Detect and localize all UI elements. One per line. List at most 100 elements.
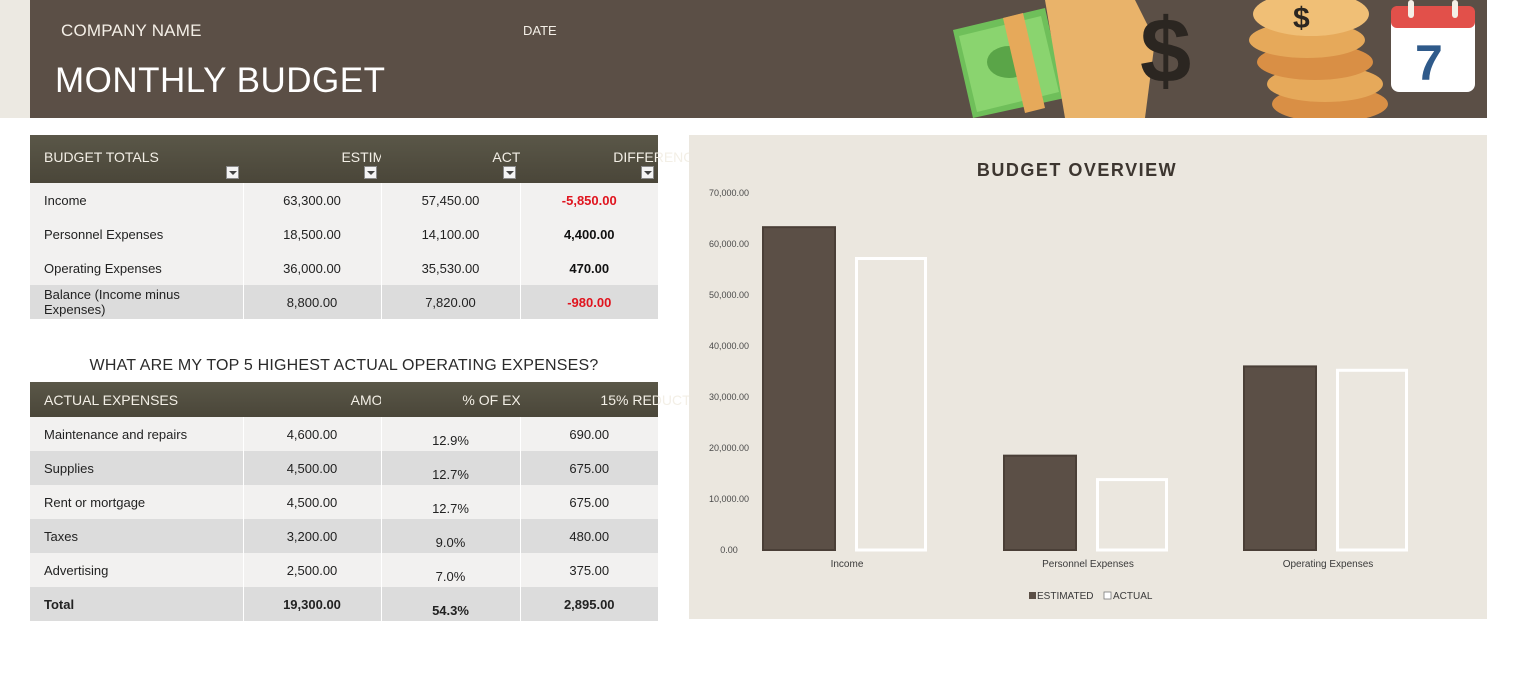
actual-cell[interactable]: 14,100.00 — [381, 217, 521, 251]
cash-bundle-icon — [953, 8, 1065, 118]
col-header-percent-of-expenses[interactable]: % OF EXPENSES — [381, 382, 578, 417]
y-tick-label: 70,000.00 — [709, 188, 749, 198]
difference-cell[interactable]: -5,850.00 — [520, 183, 658, 217]
row-label[interactable]: Balance (Income minus Expenses) — [30, 285, 244, 319]
bar-actual — [855, 257, 927, 552]
reduction-cell[interactable]: 690.00 — [520, 417, 658, 451]
table-row: Maintenance and repairs 4,600.00 12.9% 6… — [30, 417, 658, 451]
difference-cell[interactable]: -980.00 — [520, 285, 658, 319]
y-tick-label: 40,000.00 — [709, 341, 749, 351]
estimated-cell[interactable]: 18,500.00 — [243, 217, 382, 251]
table-row: Taxes 3,200.00 9.0% 480.00 — [30, 519, 658, 553]
difference-cell[interactable]: 470.00 — [520, 251, 658, 285]
header-illustration: $ $ 7 — [953, 0, 1475, 118]
legend-swatch-estimated — [1029, 592, 1036, 599]
top-expenses-question[interactable]: WHAT ARE MY TOP 5 HIGHEST ACTUAL OPERATI… — [89, 357, 599, 374]
col-header-estimated[interactable]: ESTIMATED — [243, 135, 421, 183]
legend-label-actual: ACTUAL — [1113, 591, 1153, 602]
percent-cell[interactable]: 12.9% — [381, 417, 521, 451]
coin-dollar-icon: $ — [1293, 2, 1310, 35]
x-category-label: Personnel Expenses — [1042, 559, 1134, 570]
actual-cell[interactable]: 7,820.00 — [381, 285, 521, 319]
hand-shape — [1045, 0, 1155, 118]
amount-cell[interactable]: 4,500.00 — [243, 485, 382, 519]
percent-cell[interactable]: 12.7% — [381, 451, 521, 485]
total-amount-cell[interactable]: 19,300.00 — [243, 587, 382, 621]
total-reduction-cell[interactable]: 2,895.00 — [520, 587, 658, 621]
chart-canvas: BUDGET OVERVIEW 0.00 10,000.00 20,000.00 30… — [709, 160, 1408, 602]
row-label[interactable]: Operating Expenses — [30, 251, 244, 285]
percent-cell[interactable]: 7.0% — [381, 553, 521, 587]
y-tick-label: 60,000.00 — [709, 239, 749, 249]
bar-estimated — [1003, 454, 1077, 551]
expense-label[interactable]: Advertising — [30, 553, 244, 587]
filter-dropdown-button[interactable] — [364, 166, 377, 179]
percent-cell[interactable]: 9.0% — [381, 519, 521, 553]
y-tick-label: 0.00 — [720, 545, 738, 555]
reduction-cell[interactable]: 480.00 — [520, 519, 658, 553]
filter-dropdown-button[interactable] — [641, 166, 654, 179]
y-tick-label: 10,000.00 — [709, 494, 749, 504]
estimated-cell[interactable]: 36,000.00 — [243, 251, 382, 285]
expense-label[interactable]: Taxes — [30, 519, 244, 553]
x-category-label: Operating Expenses — [1283, 559, 1374, 570]
percent-cell[interactable]: 12.7% — [381, 485, 521, 519]
amount-cell[interactable]: 4,600.00 — [243, 417, 382, 451]
x-category-label: Income — [831, 559, 864, 570]
row-label[interactable]: Income — [30, 183, 244, 217]
col-header-actual[interactable]: ACTUAL — [381, 135, 548, 183]
actual-cell[interactable]: 35,530.00 — [381, 251, 521, 285]
y-tick-label: 30,000.00 — [709, 392, 749, 402]
bar-actual — [1096, 478, 1168, 552]
total-row: Total 19,300.00 54.3% 2,895.00 — [30, 587, 658, 621]
table-row: Personnel Expenses 18,500.00 14,100.00 4… — [30, 217, 658, 251]
calendar-day: 7 — [1415, 35, 1443, 91]
amount-cell[interactable]: 2,500.00 — [243, 553, 382, 587]
calendar-icon: 7 — [1391, 0, 1475, 92]
company-name[interactable]: COMPANY NAME — [61, 21, 202, 40]
table-row: Advertising 2,500.00 7.0% 375.00 — [30, 553, 658, 587]
col-header-amount[interactable]: AMOUNT — [243, 382, 411, 417]
budget-totals-table: BUDGET TOTALS ESTIMATED ACTUAL DIFFERENC… — [30, 135, 703, 319]
dollar-sign-icon: $ — [1140, 0, 1191, 102]
y-tick-label: 50,000.00 — [709, 290, 749, 300]
table-row: Supplies 4,500.00 12.7% 675.00 — [30, 451, 658, 485]
legend-label-estimated: ESTIMATED — [1037, 591, 1093, 602]
legend-swatch-actual — [1103, 591, 1112, 600]
budget-overview-chart[interactable]: BUDGET OVERVIEW 0.00 10,000.00 20,000.00 30… — [689, 135, 1487, 619]
left-strip — [0, 0, 30, 118]
filter-dropdown-button[interactable] — [503, 166, 516, 179]
expense-label[interactable]: Maintenance and repairs — [30, 417, 244, 451]
total-label[interactable]: Total — [30, 587, 244, 621]
filter-dropdown-button[interactable] — [226, 166, 239, 179]
bar-estimated — [1243, 365, 1317, 551]
table-row: Rent or mortgage 4,500.00 12.7% 675.00 — [30, 485, 658, 519]
top-expenses-table: ACTUAL EXPENSES AMOUNT % OF EXPENSES 15%… — [30, 382, 716, 621]
col-header-15-percent-reduction[interactable]: 15% REDUCTION — [520, 382, 716, 417]
table-row: Operating Expenses 36,000.00 35,530.00 4… — [30, 251, 658, 285]
row-label[interactable]: Personnel Expenses — [30, 217, 244, 251]
col-header-actual-expenses[interactable]: ACTUAL EXPENSES — [30, 382, 243, 417]
chart-title: BUDGET OVERVIEW — [977, 160, 1177, 180]
bar-actual — [1336, 368, 1408, 552]
estimated-cell[interactable]: 8,800.00 — [243, 285, 382, 319]
estimated-cell[interactable]: 63,300.00 — [243, 183, 382, 217]
reduction-cell[interactable]: 675.00 — [520, 485, 658, 519]
amount-cell[interactable]: 3,200.00 — [243, 519, 382, 553]
actual-cell[interactable]: 57,450.00 — [381, 183, 521, 217]
page-title[interactable]: MONTHLY BUDGET — [55, 61, 386, 100]
amount-cell[interactable]: 4,500.00 — [243, 451, 382, 485]
expense-label[interactable]: Rent or mortgage — [30, 485, 244, 519]
col-header-budget-totals[interactable]: BUDGET TOTALS — [30, 135, 243, 183]
expense-label[interactable]: Supplies — [30, 451, 244, 485]
reduction-cell[interactable]: 675.00 — [520, 451, 658, 485]
difference-cell[interactable]: 4,400.00 — [520, 217, 658, 251]
bar-estimated — [762, 226, 836, 551]
table-row: Income 63,300.00 57,450.00 -5,850.00 — [30, 183, 658, 217]
col-header-difference[interactable]: DIFFERENCE — [520, 135, 703, 183]
total-percent-cell[interactable]: 54.3% — [381, 587, 521, 621]
reduction-cell[interactable]: 375.00 — [520, 553, 658, 587]
coin-stack-icon: $ — [1249, 0, 1388, 118]
y-tick-label: 20,000.00 — [709, 443, 749, 453]
date-label[interactable]: DATE — [523, 23, 557, 38]
